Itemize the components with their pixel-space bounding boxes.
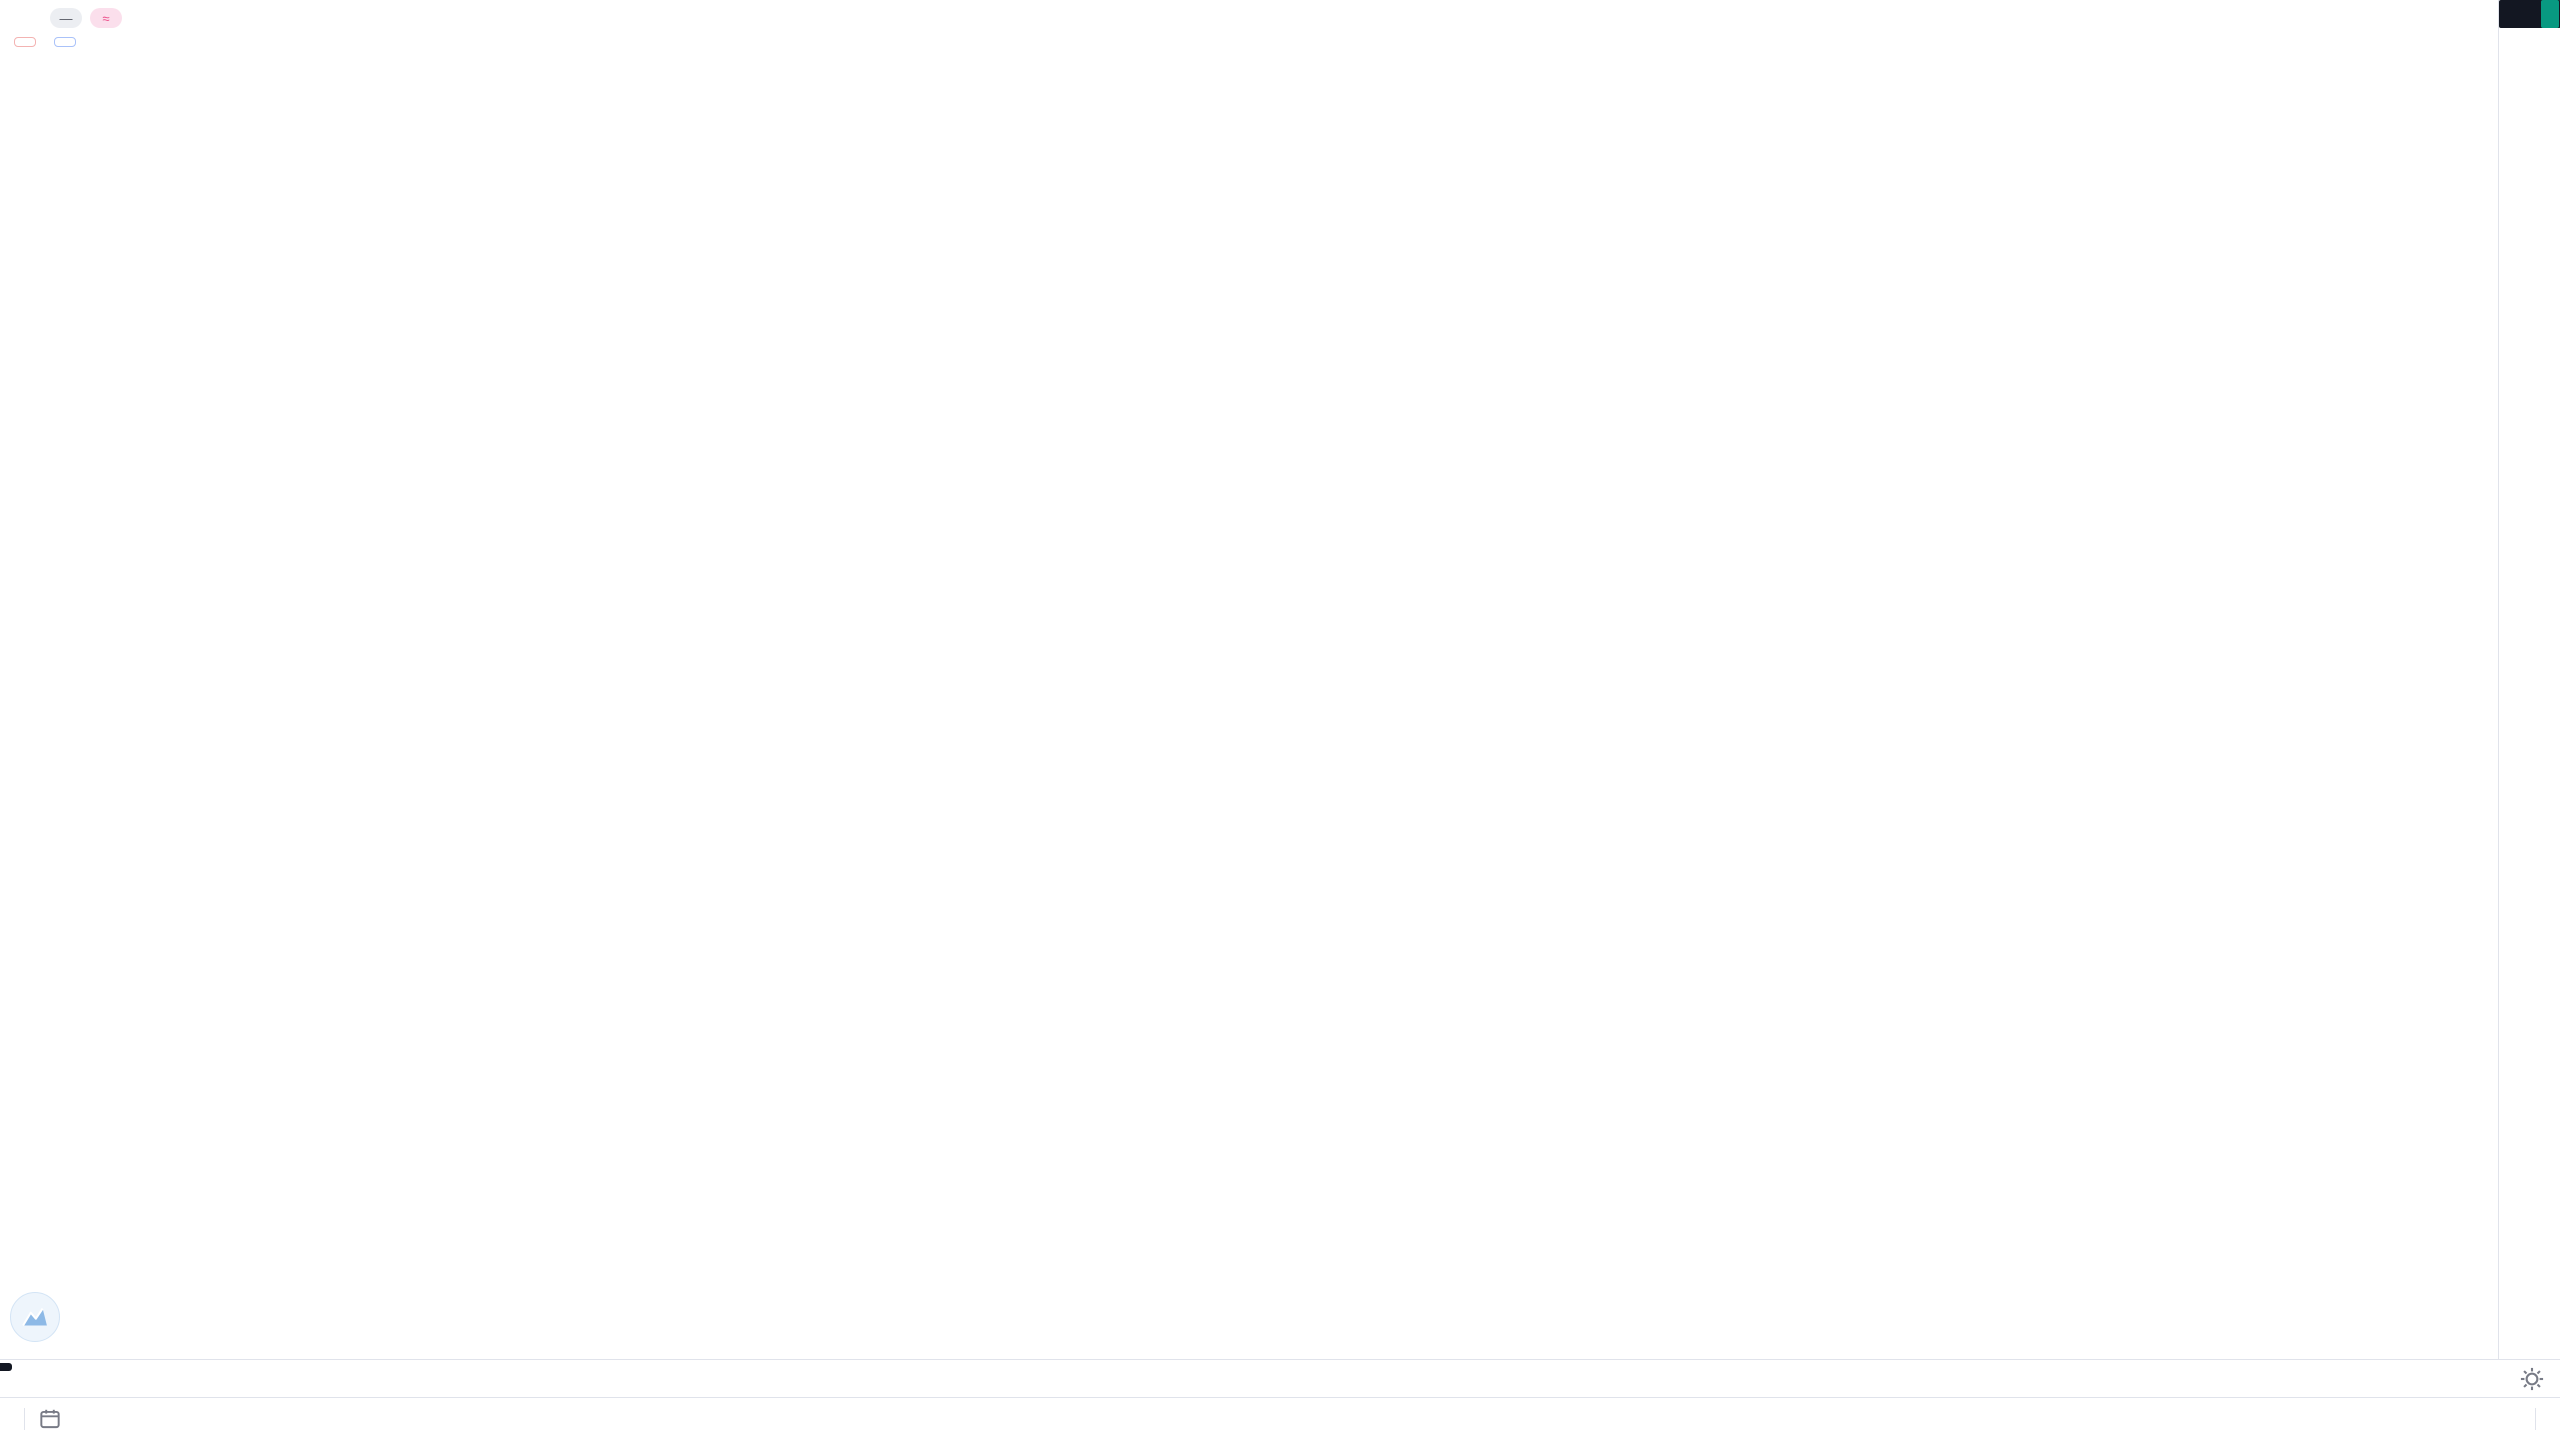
wave-pill-icon[interactable]: ≈ [90, 8, 122, 28]
sell-button[interactable] [14, 37, 36, 47]
settings-gear-icon[interactable] [2518, 1365, 2546, 1393]
mountain-logo-icon[interactable] [10, 1292, 60, 1342]
minus-pill-icon[interactable]: — [50, 8, 82, 28]
price-axis[interactable] [2498, 0, 2560, 1359]
crosshair-time-tooltip [0, 1363, 12, 1371]
symbol-row: — ≈ [14, 8, 202, 28]
volume-row [14, 57, 202, 78]
order-row [14, 37, 202, 47]
chart-legend: — ≈ [14, 8, 202, 78]
toolbar-divider [2535, 1408, 2536, 1430]
symbol-price-badge [2541, 0, 2559, 28]
goto-date-icon[interactable] [35, 1404, 65, 1434]
bottom-toolbar [0, 1397, 2560, 1440]
buy-button[interactable] [54, 37, 76, 47]
candlestick-chart-canvas[interactable] [0, 0, 2498, 1359]
time-axis[interactable] [0, 1359, 2560, 1398]
toolbar-divider [24, 1408, 25, 1430]
